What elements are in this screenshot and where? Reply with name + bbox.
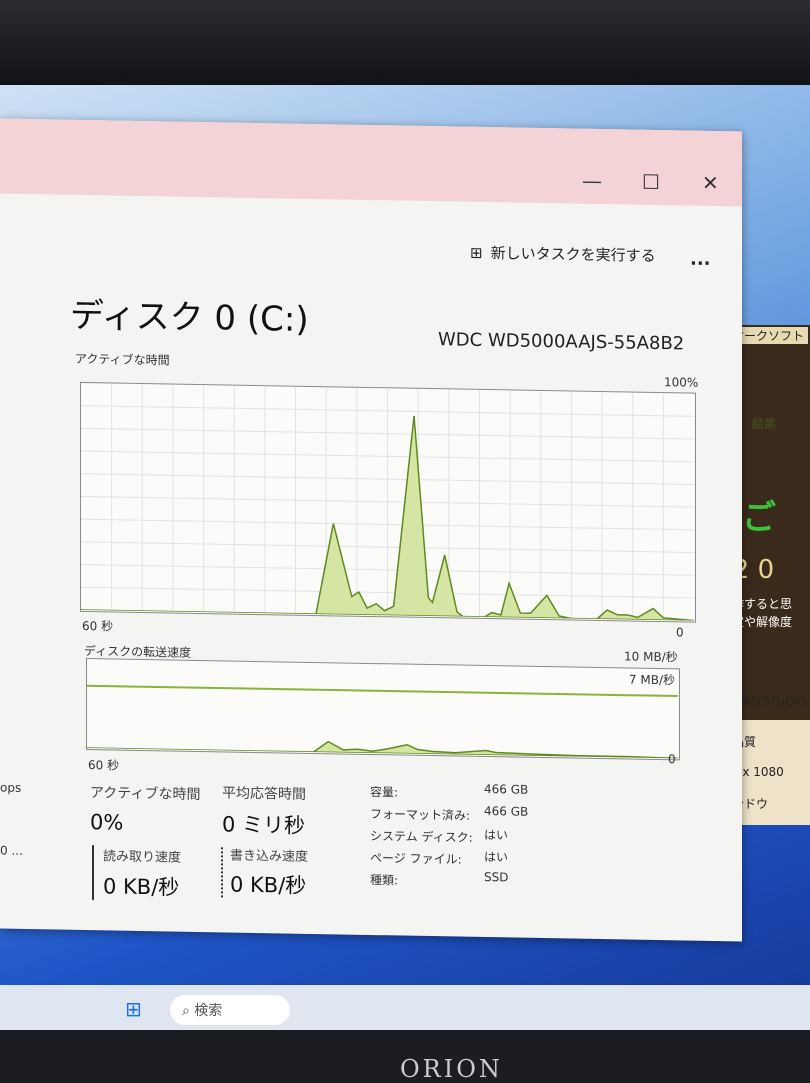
response-time-label: 平均応答時間 xyxy=(222,785,306,803)
taskbar-search[interactable]: ⌕ 検索 xyxy=(170,995,290,1025)
active-time-svg xyxy=(81,383,695,622)
maximize-button[interactable]: ☐ xyxy=(642,169,660,195)
title-bar: — ☐ ✕ xyxy=(0,118,742,207)
task-manager-window: — ☐ ✕ ⊞ 新しいタスクを実行する ... ディスク 0 (C:) WDC … xyxy=(0,118,742,942)
active-time-chart xyxy=(80,381,696,623)
response-time-value: 0 ミリ秒 xyxy=(222,812,306,838)
read-legend-line xyxy=(92,845,94,901)
search-label: 検索 xyxy=(194,1003,223,1019)
more-options-button[interactable]: ... xyxy=(690,248,711,270)
sidebar-edge-text: ops xyxy=(0,780,22,795)
result-button[interactable]: 結果 xyxy=(752,417,777,431)
max-rate-line xyxy=(87,684,678,698)
prop-value: 466 GB xyxy=(484,781,529,797)
write-speed-label: 書き込み速度 xyxy=(230,848,309,865)
transfer-svg xyxy=(87,684,679,760)
prop-value: 466 GB xyxy=(484,803,529,819)
prop-key: システム ディスク: xyxy=(370,828,473,845)
prop-value: はい xyxy=(484,849,509,865)
prop-key: フォーマット済み: xyxy=(370,806,471,823)
page-title: ディスク 0 (C:) xyxy=(70,295,309,340)
activity-area xyxy=(87,740,679,760)
disk-model: WDC WD5000AAJS-55A8B2 xyxy=(438,329,685,355)
activity-area xyxy=(81,415,695,622)
grid-line xyxy=(81,564,694,576)
active-time-label: アクティブな時間 xyxy=(75,351,170,368)
taskbar: ⊞ xyxy=(0,985,810,1030)
close-button[interactable]: ✕ xyxy=(702,170,719,196)
transfer-line-label: 7 MB/秒 xyxy=(628,672,675,688)
prop-key: 容量: xyxy=(370,784,399,800)
read-speed-label: 読み取り速度 xyxy=(103,849,182,866)
transfer-ymax-label: 10 MB/秒 xyxy=(624,649,678,665)
transfer-chart: 7 MB/秒 xyxy=(86,658,680,761)
prop-value: SSD xyxy=(484,869,509,885)
grid-line xyxy=(81,450,694,463)
prop-key: ページ ファイル: xyxy=(370,850,462,867)
sidebar-edge-text: 0 ... xyxy=(0,843,23,858)
grid-line xyxy=(81,473,694,485)
active-xleft-label: 60 秒 xyxy=(82,618,114,634)
monitor-brand-logo: ORION xyxy=(400,1055,503,1083)
grid-line xyxy=(81,427,694,440)
active-xright-label: 0 xyxy=(676,625,684,640)
grid-line xyxy=(81,586,694,599)
prop-key: 種類: xyxy=(370,872,399,888)
active-ymax-label: 100% xyxy=(664,375,699,390)
minimize-button[interactable]: — xyxy=(582,168,602,194)
transfer-xleft-label: 60 秒 xyxy=(88,758,120,773)
read-speed-value: 0 KB/秒 xyxy=(103,874,180,900)
write-speed-value: 0 KB/秒 xyxy=(230,872,307,898)
active-time-stat-value: 0% xyxy=(90,810,124,835)
run-task-label: 新しいタスクを実行する xyxy=(490,244,656,265)
grid-line xyxy=(81,405,694,417)
grid-line xyxy=(81,495,694,508)
run-task-icon: ⊞ xyxy=(470,243,483,262)
prop-value: はい xyxy=(484,827,509,843)
grid-line xyxy=(81,518,694,531)
write-legend-line xyxy=(221,847,223,898)
run-new-task-button[interactable]: ⊞ 新しいタスクを実行する xyxy=(470,242,656,266)
monitor-bezel xyxy=(0,0,810,95)
start-icon[interactable]: ⊞ xyxy=(125,997,142,1021)
active-time-stat-label: アクティブな時間 xyxy=(90,785,201,804)
transfer-xright-label: 0 xyxy=(668,752,676,767)
grid-line xyxy=(81,541,694,554)
